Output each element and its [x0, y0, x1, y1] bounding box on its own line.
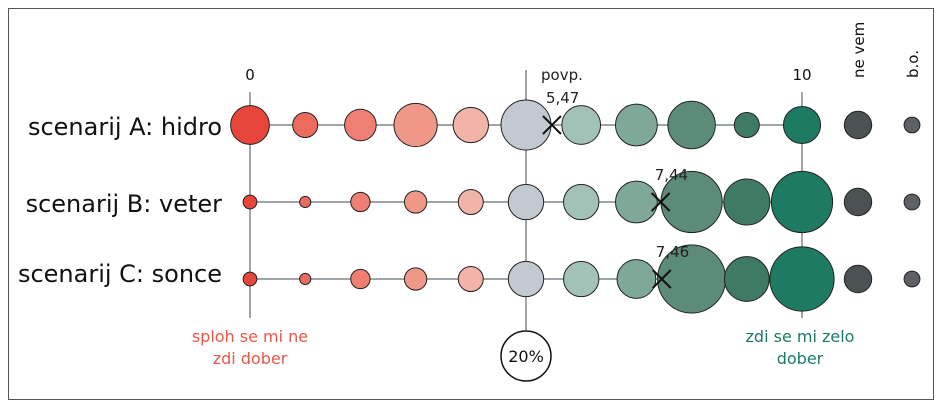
x-tick-10: 10: [792, 66, 811, 84]
row-label-b: scenarij B: veter: [26, 190, 223, 218]
bubble: [723, 256, 770, 302]
bubble: [457, 266, 484, 292]
mean-value-label: 7,44: [655, 166, 688, 184]
left-end-label-line1: sploh se mi ne: [192, 327, 308, 346]
mean-value-label: 5,47: [546, 89, 579, 107]
bubble-layer: [230, 99, 921, 314]
bubble: [299, 195, 312, 209]
bubble: [507, 183, 545, 221]
row-label-a: scenarij A: hidro: [28, 113, 222, 141]
bubble: [242, 194, 258, 210]
bubble: [769, 246, 835, 312]
right-end-label-line2: dober: [777, 349, 824, 368]
bubble: [563, 260, 600, 298]
column-label-bo: b.o.: [904, 50, 922, 78]
bubble: [843, 264, 873, 294]
bubble: [350, 191, 371, 213]
x-tick-0: 0: [245, 66, 255, 84]
bubble: [457, 189, 484, 215]
bubble: [393, 102, 438, 148]
bubble: [452, 106, 489, 144]
left-end-label-line2: zdi dober: [213, 349, 288, 368]
bubble: [403, 190, 428, 214]
bubble: [903, 193, 921, 211]
right-end-label-line1: zdi se mi zelo: [746, 327, 855, 346]
bubble: [733, 112, 760, 138]
mean-marker: [652, 269, 672, 289]
column-label-ne-vem: ne vem: [850, 22, 868, 78]
bubble: [770, 170, 834, 234]
bubble: [903, 116, 921, 134]
bubble: [292, 112, 319, 138]
bubble: [350, 268, 371, 290]
bubble: [903, 270, 921, 288]
mean-markers: 5,47 7,44 7,46: [542, 89, 689, 289]
bubble: [507, 260, 545, 298]
bubble: [230, 105, 270, 145]
bubble: [344, 108, 377, 142]
bubble: [500, 99, 552, 151]
bubble: [403, 267, 428, 291]
size-legend-label: 20%: [508, 347, 544, 366]
bubble: [843, 110, 873, 140]
bubble: [782, 105, 822, 145]
bubble: [242, 271, 258, 287]
bubble: [616, 259, 657, 299]
bubble: [561, 105, 602, 145]
mean-value-label: 7,46: [656, 243, 689, 261]
bubble: [299, 272, 312, 286]
bubble: [614, 103, 658, 147]
bubble: [563, 183, 600, 221]
mean-marker: [650, 192, 671, 212]
bubble: [614, 180, 658, 224]
mean-marker: [542, 115, 562, 135]
row-label-c: scenarij C: sonce: [18, 260, 222, 288]
bubble: [843, 187, 873, 217]
mean-axis-label: povp.: [541, 66, 583, 84]
size-legend-circle: [500, 330, 552, 382]
bubble: [667, 100, 716, 150]
bubble: [723, 178, 771, 226]
